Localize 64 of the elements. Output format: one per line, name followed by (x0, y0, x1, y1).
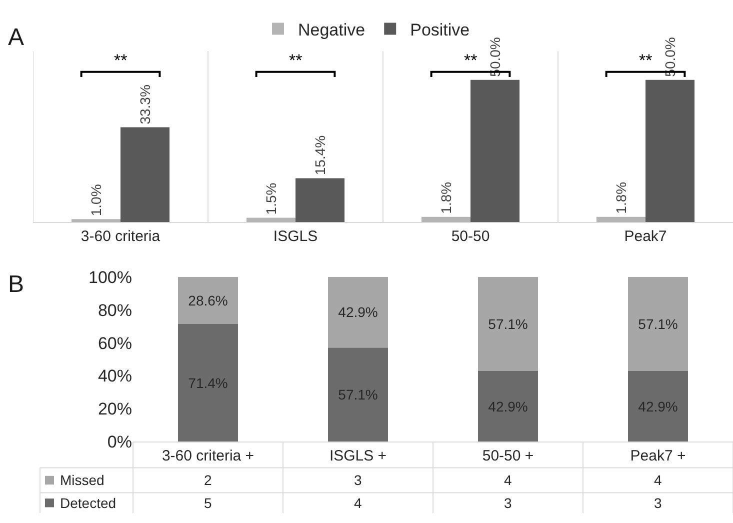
legend-label: Detected (60, 495, 116, 511)
bar (246, 218, 296, 222)
y-tick-label: 80% (98, 300, 132, 320)
chart-title: A (8, 24, 24, 51)
data-label: 1.5% (263, 182, 279, 215)
bar (478, 370, 538, 442)
x-tick-label: 50-50 + (482, 448, 534, 465)
text: 3 (654, 495, 662, 511)
bar (178, 324, 238, 442)
y-tick-label: 20% (98, 400, 132, 419)
bar (470, 80, 520, 222)
data-label: 33.3% (137, 84, 153, 124)
text: 5 (204, 495, 212, 511)
legend-label: Positive (410, 20, 470, 40)
data-label: 50.0% (662, 37, 678, 77)
text: 4 (504, 472, 512, 488)
data-label: 42.9% (638, 398, 678, 414)
data-label: 1.8% (613, 182, 629, 214)
chart-title: B (8, 271, 24, 298)
x-tick-label: ISGLS + (329, 448, 387, 465)
data-label: 57.1% (338, 386, 378, 403)
x-tick-label: Peak7 (624, 228, 667, 245)
annotation: ** (464, 51, 478, 70)
annotation: ** (114, 51, 128, 70)
bar (478, 276, 538, 371)
legend-label: Negative (298, 20, 366, 40)
bar (596, 216, 646, 222)
x-tick-label: 3-60 criteria + (162, 448, 254, 465)
text: 4 (354, 495, 362, 511)
bar (72, 219, 120, 222)
text: 2 (204, 472, 212, 488)
data-label: 28.6% (188, 292, 228, 308)
text: 4 (654, 472, 662, 488)
text: 3 (504, 495, 512, 511)
bar (646, 80, 694, 222)
data-label: 57.1% (638, 316, 678, 332)
bar (328, 276, 388, 348)
data-label: 50.0% (487, 37, 503, 77)
data-label: 71.4% (188, 374, 228, 391)
text: 3 (354, 472, 362, 488)
data-label: 42.9% (338, 304, 378, 320)
legend-label: Missed (60, 472, 104, 488)
data-label: 1.0% (88, 184, 104, 216)
x-tick-label: ISGLS (273, 228, 318, 245)
y-tick-label: 40% (98, 366, 132, 386)
x-tick-label: 3-60 criteria (80, 228, 161, 245)
data-label: 15.4% (312, 135, 328, 176)
x-tick-label: Peak7 + (630, 448, 686, 465)
bar (120, 127, 170, 222)
bar (178, 276, 238, 324)
annotation: ** (289, 51, 303, 70)
y-tick-label: 60% (98, 334, 132, 353)
bar (628, 370, 688, 442)
data-label: 1.8% (438, 182, 454, 214)
annotation: ** (639, 51, 653, 70)
y-tick-label: 0% (107, 432, 132, 452)
y-tick-label: 100% (88, 268, 132, 287)
x-tick-label: 50-50 (451, 228, 490, 245)
data-label: 57.1% (488, 316, 528, 332)
bar (628, 276, 688, 371)
data-label: 42.9% (488, 398, 528, 414)
bar (422, 216, 470, 222)
bar (328, 348, 388, 442)
bar (296, 178, 344, 222)
